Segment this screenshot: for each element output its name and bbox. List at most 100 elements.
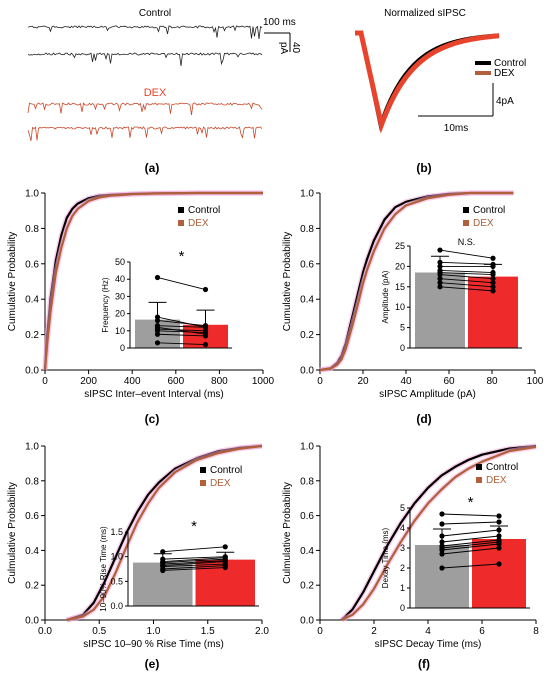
trace-control-1 <box>27 25 263 40</box>
paired-point-dex <box>490 284 496 290</box>
paired-point-dex <box>222 544 228 550</box>
cumulative-plot-c: 0.00.20.40.60.81.00 200 400 600 800 1000sIPSC… <box>7 189 275 401</box>
paired-point-control <box>439 521 445 527</box>
inset-y-tick-label: 0.0 <box>110 601 123 611</box>
y-tick-label: 0.4 <box>25 546 39 557</box>
paired-line <box>439 270 494 273</box>
y-tick-label: 0.2 <box>300 581 314 592</box>
scale-label-amplitude-value: 40 <box>290 42 301 54</box>
x-tick-label: 1.0 <box>147 626 161 637</box>
paired-line <box>157 277 206 290</box>
paired-point-control <box>439 539 445 545</box>
y-axis-label: Cumulative Probability <box>7 232 18 332</box>
paired-line <box>441 513 500 517</box>
paired-line <box>439 282 494 288</box>
x-axis-label: sIPSC Inter–event Interval (ms) <box>84 389 224 400</box>
inset-y-tick-label: 3 <box>400 543 405 553</box>
paired-point-control <box>154 340 161 346</box>
paired-point-control <box>160 567 166 574</box>
x-tick-label: 80 <box>486 376 498 387</box>
paired-line <box>157 325 206 328</box>
y-tick-label: 0.8 <box>300 224 314 235</box>
paired-line <box>441 563 500 569</box>
panel-label-c: (c) <box>145 412 160 426</box>
paired-line <box>441 539 500 547</box>
cumulative-plot-e: 0.0 0.2 0.4 0.6 0.8 1.0 0.0 0.5 1.0 1.5 2.0 sIPSC 1… <box>7 442 269 651</box>
inset-y-tick-label: 0 <box>120 343 125 353</box>
paired-line <box>157 342 206 346</box>
paired-line <box>157 333 206 337</box>
x-tick-label: 20 <box>357 376 369 387</box>
paired-point-dex <box>202 341 209 348</box>
paired-line <box>162 558 226 564</box>
series-line-control <box>340 444 537 621</box>
paired-point-dex <box>222 564 228 571</box>
inset-y-tick-label: 15 <box>395 282 405 292</box>
series-line-dex <box>319 191 514 372</box>
paired-line <box>157 326 206 335</box>
legend-marker-dex <box>178 220 184 226</box>
legend-marker-control <box>476 464 482 470</box>
inset-y-axis-label: Frequency (Hz) <box>101 277 110 332</box>
x-tick-label: 600 <box>167 376 184 387</box>
trace-control-2 <box>27 52 263 67</box>
inset-y-tick-label: 20 <box>395 261 405 271</box>
x-tick-label: 100 <box>527 376 544 387</box>
inset-bar-chart: 0.0 0.5 1.0 1.510–90% Rise Time (ms) * <box>99 518 259 612</box>
x-tick-label: 1000 <box>252 376 275 387</box>
paired-line <box>157 328 206 332</box>
x-tick-label: 0 <box>42 376 48 387</box>
y-tick-label: 0.0 <box>25 616 39 627</box>
inset-y-tick-label: 5 <box>400 323 405 333</box>
legend-label-dex: DEX <box>473 218 494 229</box>
trace-dex-2 <box>27 126 263 141</box>
paired-line <box>441 521 500 525</box>
paired-point-dex <box>496 545 502 551</box>
x-tick-label: 6 <box>479 626 485 637</box>
inset-y-axis-label: Amplitude (pA) <box>381 270 390 323</box>
inset-y-tick-label: 0 <box>400 343 405 353</box>
significance-marker: * <box>191 518 197 535</box>
x-tick-label: 0.5 <box>92 626 106 637</box>
series-line-dex <box>66 444 263 622</box>
x-tick-label: 8 <box>533 626 539 637</box>
y-tick-label: 0.6 <box>25 511 39 522</box>
x-axis-label: sIPSC Amplitude (pA) <box>379 389 476 400</box>
paired-line <box>157 316 206 328</box>
paired-line <box>162 561 226 566</box>
inset-y-tick-label: 20 <box>115 309 125 319</box>
x-tick-label: 400 <box>124 376 141 387</box>
y-tick-label: 0.4 <box>300 546 314 557</box>
paired-line <box>157 320 206 327</box>
legend-marker-dex <box>200 480 206 486</box>
significance-marker: * <box>179 248 185 265</box>
scale-label-amplitude-b: 4pA <box>496 96 514 107</box>
paired-line <box>162 557 226 563</box>
paired-line <box>439 278 494 284</box>
scale-label-time: 100 ms <box>263 17 296 28</box>
y-tick-label: 1.0 <box>300 442 314 453</box>
legend-label-control: Control <box>494 58 526 69</box>
paired-point-control <box>439 533 445 539</box>
inset-y-tick-label: 2 <box>400 563 405 573</box>
paired-point-dex <box>496 513 502 519</box>
x-tick-label: 1.5 <box>201 626 215 637</box>
legend-label-dex: DEX <box>486 475 507 486</box>
y-tick-label: 0.8 <box>300 476 314 487</box>
x-tick-label: 800 <box>211 376 228 387</box>
x-axis-label: sIPSC 10–90 % Rise Time (ms) <box>83 639 224 650</box>
inset-y-tick-label: 50 <box>115 257 125 267</box>
y-tick-label: 0.0 <box>300 616 314 627</box>
paired-line <box>162 563 226 567</box>
paired-point-dex <box>490 263 496 269</box>
y-tick-label: 1.0 <box>25 189 39 200</box>
inset-y-tick-label: 40 <box>115 274 125 284</box>
paired-point-dex <box>496 561 502 567</box>
paired-point-dex <box>490 276 496 282</box>
x-tick-label: 60 <box>443 376 455 387</box>
paired-line <box>162 546 226 553</box>
series-line-dex <box>43 191 263 371</box>
inset-y-tick-label: 25 <box>395 241 405 251</box>
inset-y-tick-label: 1.0 <box>110 552 123 562</box>
